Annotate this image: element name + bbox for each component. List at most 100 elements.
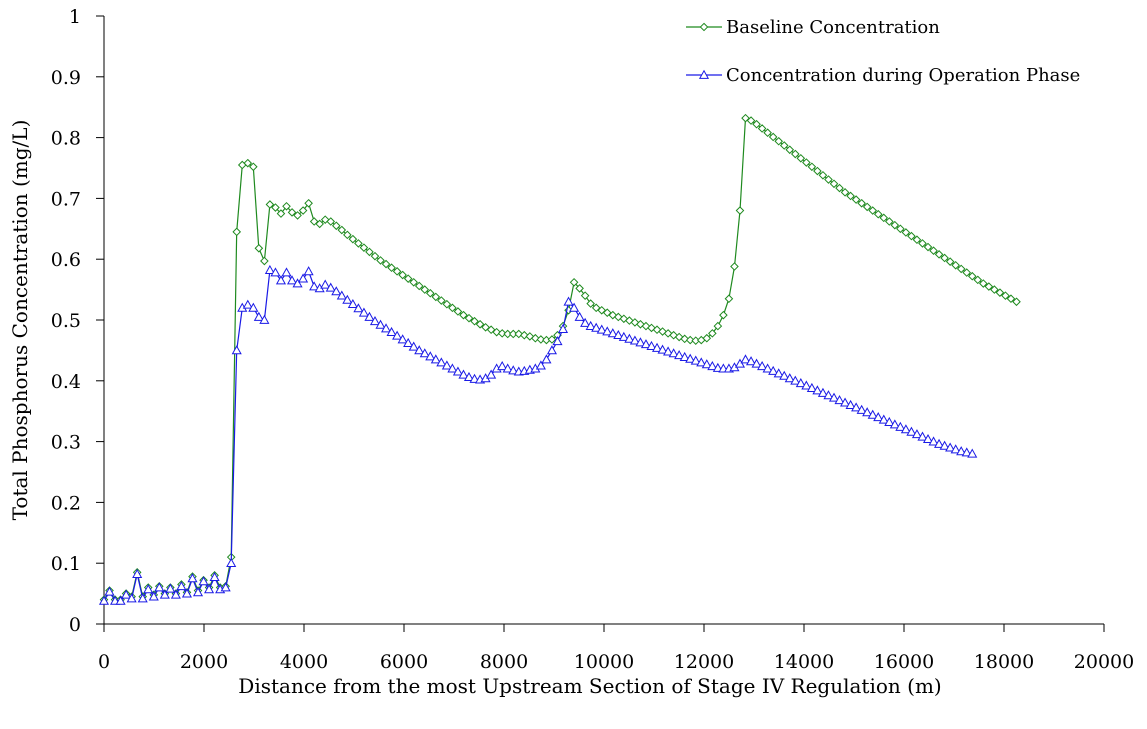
series-line [103, 117, 1017, 601]
data-point [137, 593, 148, 603]
data-point [437, 296, 446, 305]
data-point [309, 217, 319, 226]
x-tick-label: 16000 [874, 651, 934, 673]
data-point [187, 573, 198, 583]
data-point [835, 183, 844, 193]
data-point [115, 595, 126, 605]
x-axis-title: Distance from the most Upstream Section … [238, 674, 941, 698]
data-point [950, 444, 961, 454]
data-point [425, 351, 436, 361]
data-point [596, 324, 607, 334]
data-point [663, 329, 673, 338]
data-point [369, 315, 381, 326]
data-point [331, 286, 342, 296]
data-point [768, 365, 779, 375]
data-point [685, 335, 695, 345]
data-point [680, 334, 689, 344]
data-point [414, 281, 424, 291]
data-point [170, 589, 181, 599]
data-point [901, 228, 911, 237]
data-point [497, 329, 507, 338]
x-tick-label: 8000 [480, 651, 528, 673]
data-point [740, 354, 751, 364]
x-ticks: 0 2000 4000 6000 8000 10000 12000 14000 16000 180… [98, 624, 1134, 673]
data-point [840, 397, 851, 407]
data-point [712, 362, 723, 372]
data-point [979, 279, 988, 288]
data-point [264, 264, 275, 275]
data-point [281, 267, 292, 277]
series-layer [98, 113, 1021, 605]
data-point [851, 195, 861, 204]
data-point [586, 299, 595, 308]
data-point [381, 259, 391, 269]
data-point [829, 179, 839, 189]
data-point [724, 294, 734, 304]
data-point [708, 329, 717, 338]
data-point [956, 264, 966, 274]
data-point [635, 337, 646, 347]
data-point [192, 587, 204, 597]
data-point [358, 307, 369, 317]
y-tick-label: 0.5 [51, 310, 81, 332]
data-point [602, 308, 612, 318]
data-point [900, 424, 911, 434]
x-tick-label: 20000 [1074, 651, 1134, 673]
y-ticks: 0 0.1 0.2 0.3 0.4 0.5 0.6 0.7 0.8 0.9 1 [51, 6, 104, 636]
data-point [298, 273, 309, 283]
data-point [519, 330, 529, 340]
data-point [574, 311, 585, 321]
data-point [159, 589, 170, 599]
data-point [785, 145, 795, 155]
data-point [354, 239, 363, 248]
data-point [651, 342, 663, 352]
x-tick-label: 4000 [280, 651, 328, 673]
data-point [282, 201, 291, 211]
data-point [608, 310, 618, 320]
data-point [546, 345, 558, 355]
data-point [126, 593, 137, 603]
data-point [922, 433, 934, 444]
data-point [232, 227, 242, 237]
data-point [343, 230, 352, 240]
data-point [392, 267, 402, 276]
legend-item-baseline: Baseline Concentration [686, 17, 940, 38]
data-point [132, 568, 143, 579]
y-tick-label: 0.1 [51, 553, 81, 575]
data-point [846, 191, 855, 201]
data-point [552, 336, 563, 346]
data-point [806, 382, 817, 392]
data-point [878, 414, 889, 424]
data-point [674, 332, 684, 342]
data-point [779, 141, 789, 150]
y-tick-label: 0.4 [51, 371, 81, 393]
data-point [353, 303, 364, 313]
data-point [304, 198, 313, 208]
data-point [469, 373, 480, 383]
data-point [486, 369, 497, 379]
legend-label: Concentration during Operation Phase [726, 65, 1080, 86]
data-point [867, 409, 878, 419]
data-point [248, 302, 259, 312]
data-point [713, 321, 723, 331]
data-point [719, 310, 728, 320]
series-line [103, 269, 973, 602]
data-point [685, 353, 696, 363]
data-point [657, 344, 668, 354]
data-point [873, 412, 884, 422]
data-point [104, 586, 115, 596]
data-point [741, 113, 750, 123]
data-point [896, 224, 905, 234]
data-point [851, 402, 862, 412]
data-point [492, 327, 501, 337]
data-point [448, 303, 457, 313]
data-point [845, 399, 856, 409]
x-tick-label: 18000 [974, 651, 1034, 673]
data-point [707, 360, 718, 371]
data-point [419, 348, 430, 358]
data-point [807, 162, 817, 172]
data-point [293, 211, 302, 220]
data-point [398, 270, 407, 280]
data-point [607, 328, 618, 338]
